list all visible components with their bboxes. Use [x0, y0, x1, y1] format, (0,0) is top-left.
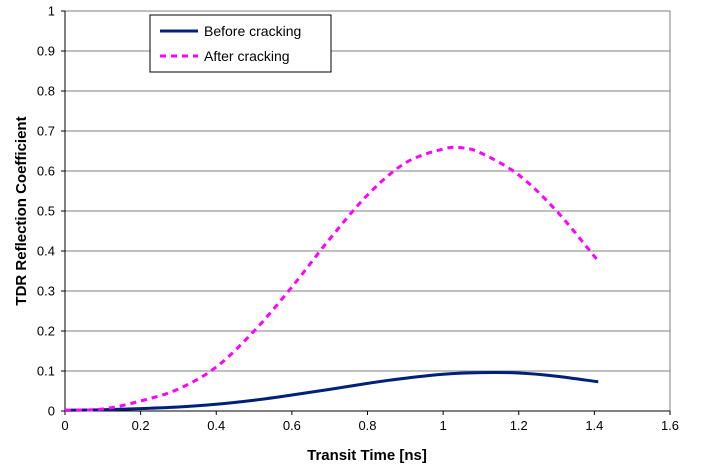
y-tick-label: 0.7 [37, 124, 55, 139]
x-axis-title: Transit Time [ns] [307, 447, 427, 464]
x-tick-label: 1.2 [510, 418, 528, 433]
y-tick-label: 1 [48, 4, 55, 19]
legend-label-after-cracking: After cracking [204, 48, 290, 64]
y-tick-label: 0.8 [37, 84, 55, 99]
tick-labels: 0 0.1 0.2 0.3 0.4 0.5 0.6 0.7 0.8 0.9 1 0 0.2 0.4 0.6 0… [37, 4, 679, 434]
y-tick-label: 0 [48, 404, 55, 419]
legend-box [149, 14, 332, 73]
x-tick-label: 1.4 [585, 418, 603, 433]
x-tick-label: 1.6 [661, 418, 679, 433]
gridlines [65, 50, 670, 372]
series-line-after-cracking [64, 145, 600, 412]
y-tick-label: 0.5 [37, 204, 55, 219]
y-tick-label: 0.6 [37, 164, 55, 179]
y-tick-label: 0.4 [37, 244, 55, 259]
series-line-before-cracking [64, 370, 599, 412]
y-tick-label: 0.9 [37, 44, 55, 59]
x-tick-label: 0.2 [132, 418, 150, 433]
x-tick-label: 0 [61, 418, 68, 433]
y-tick-label: 0.2 [37, 324, 55, 339]
x-tick-label: 0.4 [207, 418, 225, 433]
axes [61, 10, 671, 415]
x-tick-label: 1 [440, 418, 447, 433]
legend-label-before-cracking: Before cracking [204, 23, 301, 39]
y-tick-label: 0.3 [37, 284, 55, 299]
x-tick-label: 0.6 [283, 418, 301, 433]
legend: Before cracking After cracking [149, 14, 332, 73]
x-tick-label: 0.8 [358, 418, 376, 433]
y-axis-title: TDR Reflection Coefficient [13, 116, 30, 305]
series-group [64, 145, 600, 412]
y-tick-label: 0.1 [37, 364, 55, 379]
